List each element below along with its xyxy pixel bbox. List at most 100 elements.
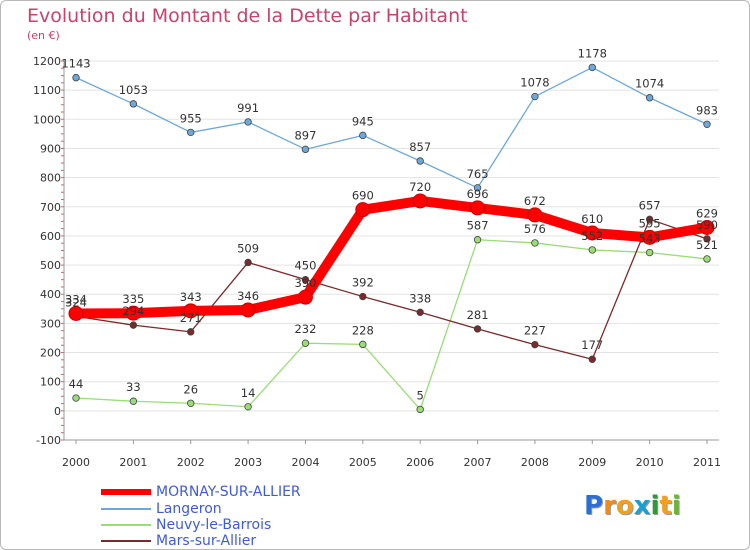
legend-swatch [101,508,151,510]
legend-swatch [101,489,151,495]
series-line [71,195,712,319]
data-label: 271 [180,311,202,325]
data-point [72,394,80,402]
x-tick-label: 2002 [177,456,205,469]
x-tick-label: 2000 [62,456,90,469]
series-line [75,239,708,411]
logo-letter: i [650,491,660,521]
data-point [297,289,313,305]
data-point [359,131,367,140]
x-tick-label: 2011 [693,456,721,469]
data-label: 610 [581,212,603,226]
data-label: 587 [467,219,489,233]
data-point [187,328,195,336]
y-tick-label: 100 [40,376,61,389]
x-tick-label: 2005 [349,456,377,469]
data-label: 334 [65,292,87,306]
data-point [359,340,367,349]
data-label: 26 [183,382,198,396]
x-tick-label: 2004 [291,456,319,469]
x-tick-label: 2008 [521,456,549,469]
data-label: 945 [352,114,374,128]
logo-letter: t [659,491,672,521]
data-label: 595 [639,216,661,230]
y-tick-label: 700 [40,201,61,214]
data-label: 346 [237,289,259,303]
y-tick-label: -100 [36,434,61,447]
y-tick-label: 500 [40,259,61,272]
legend-swatch [101,540,151,542]
data-point [642,229,658,245]
data-label: 1074 [635,77,664,91]
data-point [301,275,310,284]
data-point [416,157,424,165]
data-point [416,405,424,414]
y-tick-label: 800 [40,172,61,185]
x-tick-label: 2006 [406,456,434,469]
data-label: 509 [237,241,259,255]
x-tick-label: 2007 [464,456,492,469]
x-tick-label: 2001 [119,456,147,469]
data-point [645,248,654,257]
x-tick-label: 2009 [578,456,606,469]
data-point [703,255,711,263]
data-label: 857 [409,140,431,154]
data-point [301,145,310,154]
data-point [183,303,199,319]
data-point [699,219,715,235]
data-label: 338 [409,291,431,305]
legend-swatch [101,524,151,526]
data-point [72,73,80,82]
series-line [75,66,708,189]
data-point [703,120,711,128]
data-label: 576 [524,222,546,236]
data-point [473,236,482,244]
data-point [531,92,539,101]
logo-letter: P [584,491,604,521]
series-points [68,63,715,414]
data-label: 228 [352,323,374,337]
series-line [75,218,708,360]
data-label: 765 [467,167,489,181]
data-point [470,200,486,216]
data-point [125,305,141,321]
data-point [301,339,310,347]
data-label: 590 [696,218,718,232]
logo-letter: i [671,491,681,521]
chart-title: Evolution du Montant de la Dette par Hab… [27,5,468,27]
data-point [584,225,600,241]
data-label: 227 [524,324,546,338]
data-point [527,207,543,223]
data-label: 690 [352,189,374,203]
data-point [359,292,367,301]
data-label: 294 [122,304,144,318]
x-tick-label: 2003 [234,456,262,469]
data-label: 335 [122,292,144,306]
data-point [412,193,428,209]
data-point [240,302,256,318]
legend-label: Langeron [156,501,222,517]
data-label: 983 [696,103,718,117]
proxiti-logo: Proxiti [584,491,681,521]
data-label: 720 [409,180,431,194]
data-point [588,246,596,254]
data-label: 1178 [578,46,607,60]
chart-subtitle: (en €) [27,29,60,42]
y-tick-label: 1200 [33,55,61,68]
data-label: 44 [69,377,84,391]
data-label: 521 [696,238,718,252]
legend-label: Mars-sur-Allier [156,533,257,549]
data-label: 281 [467,308,489,322]
y-tick-label: 0 [54,405,61,418]
logo-letter: x [633,491,651,521]
y-tick-label: 900 [40,142,61,155]
y-tick-label: 1000 [33,113,61,126]
data-label: 543 [639,232,661,246]
data-point [355,202,371,218]
data-point [187,128,195,137]
data-point [645,94,654,102]
data-label: 324 [65,295,87,309]
data-label: 1078 [520,76,549,90]
